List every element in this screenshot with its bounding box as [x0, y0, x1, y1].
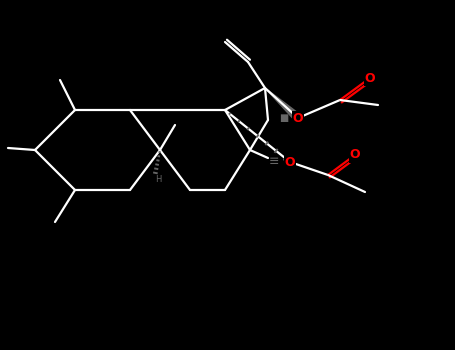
- Text: O: O: [365, 71, 375, 84]
- Text: O: O: [350, 148, 360, 161]
- Polygon shape: [265, 88, 301, 121]
- Text: O: O: [285, 155, 295, 168]
- Text: ≡: ≡: [269, 154, 279, 168]
- Text: ■: ■: [279, 113, 288, 123]
- Text: H: H: [155, 175, 161, 184]
- Text: O: O: [293, 112, 303, 125]
